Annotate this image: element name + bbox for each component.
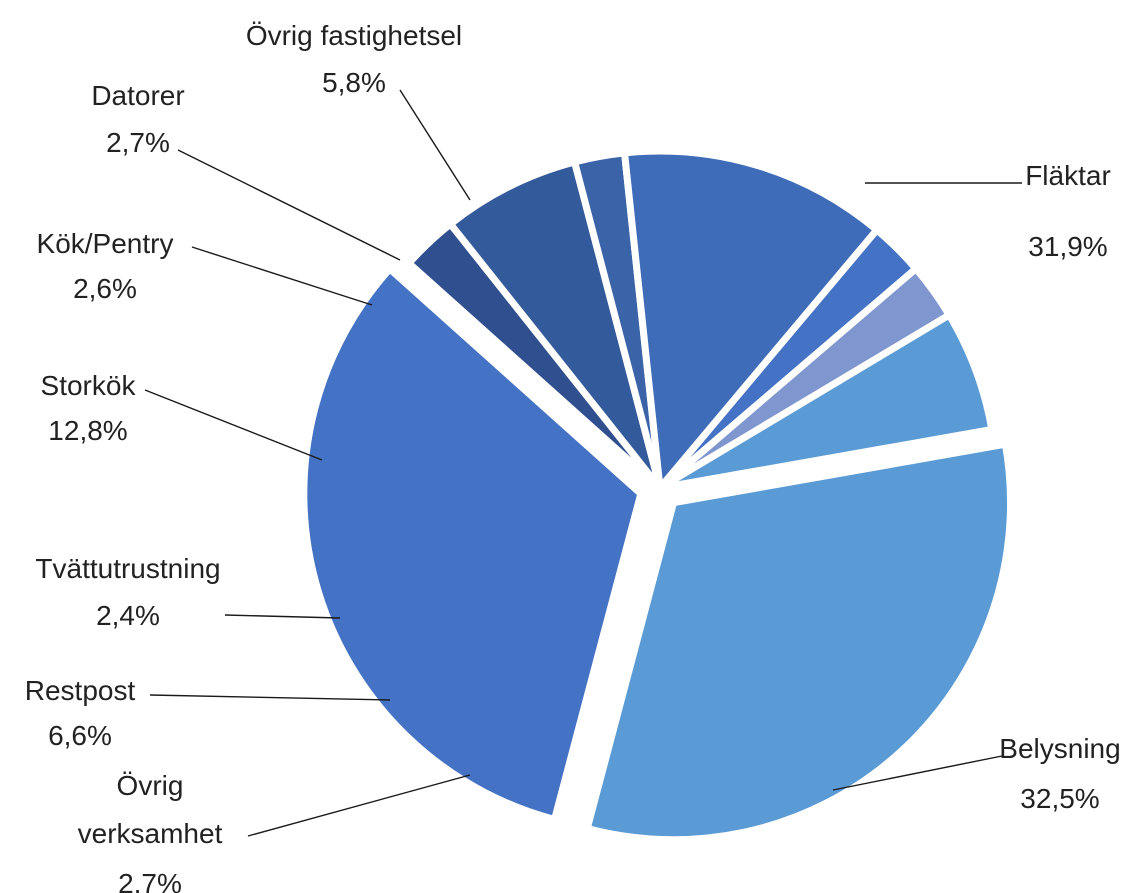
leader-line (149, 694, 391, 701)
slice-value-label: 2,7% (118, 868, 182, 893)
slice-value-label: 12,8% (48, 415, 127, 446)
pie-slice-storkök (620, 147, 882, 497)
pie-slice-restpost (445, 157, 664, 491)
slice-value-label: 32,5% (1020, 783, 1099, 814)
pie-slice-övrig-fastighetsel (658, 310, 996, 492)
leader-line (224, 614, 341, 619)
slice-category-label: Övrig (117, 770, 184, 801)
slice-value-label: 2,4% (96, 600, 160, 631)
slice-value-label: 2,6% (73, 273, 137, 304)
slice-value-label: 31,9% (1028, 231, 1107, 262)
leader-line (399, 89, 471, 201)
leader-line (191, 246, 373, 306)
slice-category-label: Belysning (999, 733, 1120, 764)
slice-category-label: Kök/Pentry (37, 228, 174, 259)
slice-category-label: Tvättutrustning (35, 553, 220, 584)
slice-category-label: Restpost (25, 675, 136, 706)
leader-line (144, 389, 323, 461)
slice-value-label: 5,8% (322, 67, 386, 98)
slice-value-label: 2,7% (106, 127, 170, 158)
slice-category-label: Datorer (91, 80, 184, 111)
slice-category-label: Storkök (41, 370, 137, 401)
pie-slice-belysning (300, 263, 645, 824)
pie-slice-fläktar (582, 440, 1015, 844)
leader-line (247, 774, 471, 837)
slice-category-label: verksamhet (78, 818, 223, 849)
pie-slices (300, 147, 1015, 844)
leader-lines (144, 89, 1022, 837)
slice-category-label: Övrig fastighetsel (246, 20, 462, 51)
slice-value-label: 6,6% (48, 720, 112, 751)
leader-line (832, 755, 1003, 791)
leader-line (177, 149, 401, 261)
slice-labels: Fläktar 31,9% Belysning 32,5% Övrig verksamhe… (25, 20, 1121, 893)
slice-category-label: Fläktar (1025, 160, 1111, 191)
